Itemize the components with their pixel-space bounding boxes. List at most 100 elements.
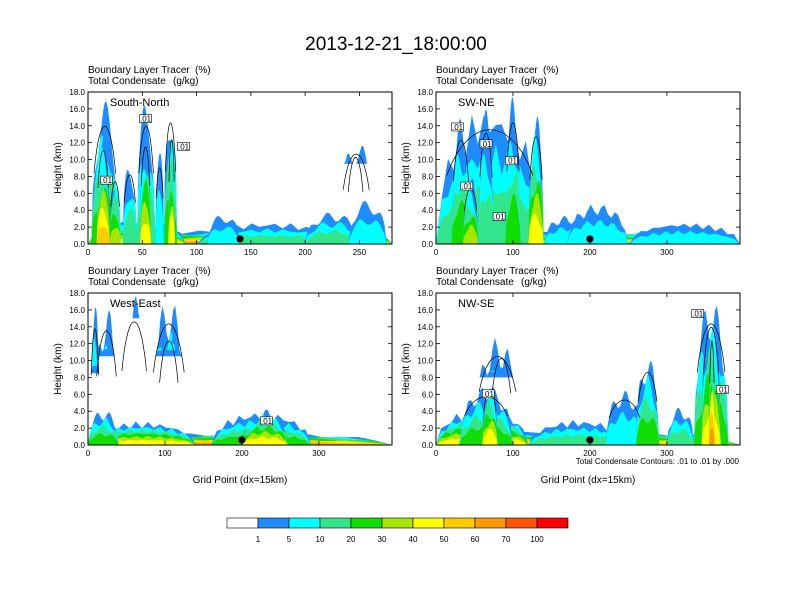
contour-label-text: .01: [506, 157, 518, 166]
tracer-band: [94, 344, 119, 357]
y-tick-label: 18.0: [417, 289, 433, 298]
contour-label-text: .01: [461, 182, 473, 191]
tracer-band: [528, 213, 544, 244]
tracer-band: [636, 418, 660, 445]
y-tick-label: 8.0: [422, 373, 434, 382]
panel-title-condensate: Total Condensate: [88, 76, 166, 87]
contour-label-box: [451, 122, 464, 132]
colorbar-swatch: [257, 517, 290, 529]
tracer-band: [149, 305, 189, 357]
contour-label-box: [691, 309, 704, 318]
panel-title-condensate-unit: (g/kg): [173, 277, 199, 288]
tracer-band: [157, 333, 181, 344]
tracer-band: [305, 229, 360, 244]
contour-label-text: .01: [452, 123, 464, 132]
condensate-contour: [342, 153, 370, 191]
y-tick-label: 14.0: [69, 122, 85, 131]
colorbar-swatch: [350, 517, 383, 529]
condensate-contour: [159, 340, 179, 383]
contour-label-text: .01: [480, 140, 492, 149]
y-axis-label: Height (km): [53, 142, 64, 194]
condensate-contour: [97, 150, 109, 188]
colorbar-swatch: [474, 517, 507, 529]
condensate-contour: [164, 122, 177, 172]
condensate-contour: [96, 330, 117, 377]
contour-label: .01: [177, 142, 190, 151]
y-tick-label: 10.0: [69, 357, 85, 366]
tracer-band: [241, 436, 289, 445]
panel-title-tracer-unit: (%): [543, 266, 559, 277]
x-tick-label: 100: [190, 248, 204, 257]
contour-label: .01: [482, 389, 495, 399]
x-tick-label: 0: [86, 449, 91, 458]
colorbar-label: 1: [256, 535, 261, 544]
panel-title-condensate: Total Condensate: [436, 277, 514, 288]
colorbar: 1 5 10 20 30 40 50 60 70 100: [226, 517, 569, 544]
y-tick-label: 16.0: [69, 105, 85, 114]
condensate-contour: [703, 326, 720, 375]
tracer-band: [207, 226, 240, 244]
y-tick-label: 2.0: [422, 223, 434, 232]
condensate-contour: [479, 132, 493, 178]
condensate-contour: [140, 146, 151, 186]
contour-label: .01: [505, 156, 518, 166]
panel-south-north: Boundary Layer Tracer (%) Total Condensate…: [53, 65, 393, 257]
y-tick-label: 4.0: [74, 206, 86, 215]
x-tick-label: 0: [434, 449, 439, 458]
colorbar-label: 40: [409, 535, 418, 544]
location-marker: [586, 436, 594, 444]
panel-title-tracer: Boundary Layer Tracer: [436, 65, 538, 76]
contour-label-text: .01: [483, 390, 495, 399]
tracer-band: [109, 228, 121, 244]
panel-west-east: Boundary Layer Tracer (%) Total Condensate…: [53, 266, 393, 486]
tracer-band: [348, 219, 387, 244]
y-tick-label: 12.0: [417, 139, 433, 148]
panel-title-tracer-unit: (%): [543, 65, 559, 76]
y-tick-label: 6.0: [422, 189, 434, 198]
heatmap-field: [88, 92, 392, 244]
tracer-band: [88, 433, 119, 445]
colorbar-swatch: [381, 517, 414, 529]
contour-label: .01: [691, 309, 704, 319]
colorbar-swatch: [412, 517, 445, 529]
condensate-contour: [529, 136, 543, 180]
panel-title-tracer: Boundary Layer Tracer: [88, 266, 190, 277]
condensate-contour: [709, 340, 715, 383]
x-tick-label: 0: [434, 248, 439, 257]
contour-label: .01: [451, 122, 464, 132]
contour-label-box: [460, 181, 474, 191]
y-tick-label: 14.0: [417, 122, 433, 131]
x-tick-label: 300: [312, 449, 326, 458]
tracer-band: [709, 428, 715, 445]
contour-label: .01: [492, 212, 506, 221]
contour-label-text: .01: [101, 176, 113, 185]
contour-label: .01: [479, 139, 493, 149]
colorbar-label: 60: [471, 535, 480, 544]
section-label: SW-NE: [458, 97, 494, 109]
condensate-contour: [168, 139, 175, 182]
colorbar-swatch: [288, 517, 321, 529]
y-tick-label: 10.0: [69, 156, 85, 165]
y-tick-label: 4.0: [422, 206, 434, 215]
y-tick-label: 0.0: [422, 240, 434, 249]
y-tick-label: 16.0: [69, 306, 85, 315]
condensate-contour: [123, 174, 136, 203]
tracer-band: [666, 428, 694, 445]
condensate-contour: [155, 167, 164, 199]
condensate-contour: [506, 122, 520, 172]
condensate-contour: [638, 371, 658, 402]
contour-label-box: [177, 142, 190, 151]
x-tick-label: 50: [138, 248, 147, 257]
panel-title-condensate-unit: (g/kg): [521, 277, 547, 288]
y-tick-label: 12.0: [417, 340, 433, 349]
x-tick-label: 300: [660, 248, 674, 257]
tracer-band: [528, 433, 629, 445]
tracer-band: [505, 193, 521, 244]
tracer-band: [122, 208, 137, 244]
condensate-contour: [608, 399, 641, 419]
contour-label-box: [100, 175, 113, 185]
contour-label: .01: [139, 114, 152, 124]
heatmap-field: [436, 92, 740, 244]
contour-label: .01: [460, 181, 474, 191]
colorbar-label: 50: [440, 535, 449, 544]
